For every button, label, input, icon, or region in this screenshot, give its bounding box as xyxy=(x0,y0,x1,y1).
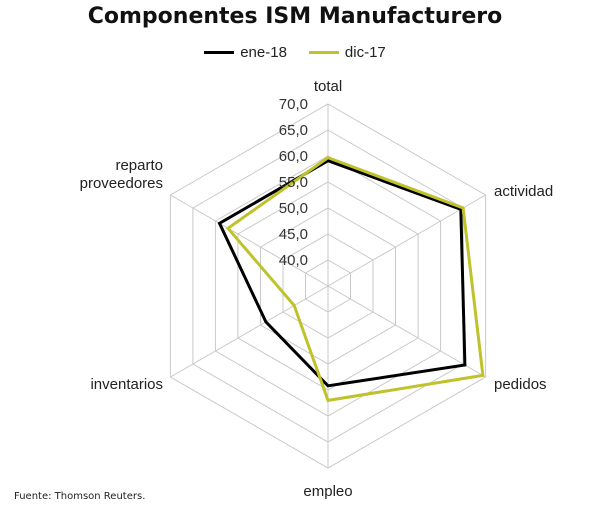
series-line-1 xyxy=(217,159,467,388)
legend-item-series-1: ene-18 xyxy=(204,44,287,61)
grid-spoke xyxy=(327,285,486,378)
category-label: empleo xyxy=(303,483,352,500)
r-tick-label: 65,0 xyxy=(279,122,308,139)
legend-label-series-2: dic-17 xyxy=(344,44,386,61)
r-tick-label: 50,0 xyxy=(279,200,308,217)
legend-label-series-1: ene-18 xyxy=(240,44,287,61)
category-label: reparto xyxy=(115,157,163,174)
grid-spoke xyxy=(170,285,329,378)
category-label: inventarios xyxy=(90,376,163,393)
category-label: total xyxy=(314,78,342,95)
grid-spoke xyxy=(170,194,329,287)
chart-title: Componentes ISM Manufacturero xyxy=(87,4,503,29)
r-tick-label: 70,0 xyxy=(279,96,308,113)
legend-swatch-series-1 xyxy=(204,51,235,54)
r-tick-label: 45,0 xyxy=(279,226,308,243)
chart-legend: ene-18 dic-17 xyxy=(0,44,590,61)
source-note: Fuente: Thomson Reuters. xyxy=(14,491,146,502)
series-line-2 xyxy=(225,155,485,403)
category-label: actividad xyxy=(494,183,553,200)
r-tick-label: 40,0 xyxy=(279,252,308,269)
category-label: proveedores xyxy=(80,175,163,192)
legend-swatch-series-2 xyxy=(308,51,339,54)
category-label: pedidos xyxy=(494,376,547,393)
r-tick-label: 60,0 xyxy=(279,148,308,165)
r-tick-label: 55,0 xyxy=(279,174,308,191)
legend-item-series-2: dic-17 xyxy=(308,44,386,61)
